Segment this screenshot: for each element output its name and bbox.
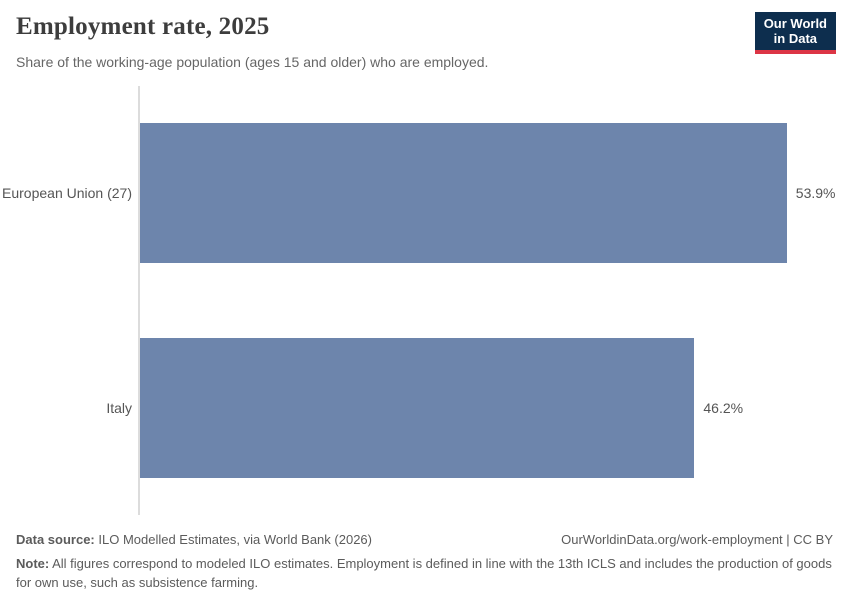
chart-note: Note: All figures correspond to modeled … xyxy=(16,555,833,592)
note-label: Note: xyxy=(16,556,50,572)
owid-logo-line1: Our World xyxy=(763,16,827,31)
value-label-european-union: 53.9% xyxy=(795,185,836,201)
plot-area: European Union (27) 53.9% Italy 46.2% xyxy=(0,86,850,515)
owid-logo[interactable]: Our World in Data xyxy=(754,12,836,54)
note-text: All figures correspond to modeled ILO es… xyxy=(16,556,832,590)
entity-label-italy: Italy xyxy=(106,400,132,416)
chart-title: Employment rate, 2025 xyxy=(16,13,270,40)
owid-logo-line2: in Data xyxy=(773,31,818,47)
value-label-italy: 46.2% xyxy=(703,400,744,416)
owid-url-link[interactable]: OurWorldinData.org/work-employment | CC … xyxy=(561,532,833,547)
chart-footer: Data source: ILO Modelled Estimates, via… xyxy=(16,531,833,592)
data-source-text: ILO Modelled Estimates, via World Bank (… xyxy=(98,532,372,547)
y-axis-line xyxy=(138,86,140,515)
bar-row-european-union: European Union (27) 53.9% xyxy=(0,123,836,263)
data-source: Data source: ILO Modelled Estimates, via… xyxy=(16,531,372,549)
chart-subtitle: Share of the working-age population (age… xyxy=(16,54,489,70)
entity-label-european-union: European Union (27) xyxy=(2,185,132,201)
bar-european-union[interactable] xyxy=(140,123,787,263)
data-source-label: Data source: xyxy=(16,532,95,547)
bar-row-italy: Italy 46.2% xyxy=(0,338,743,478)
bar-italy[interactable] xyxy=(140,338,695,478)
